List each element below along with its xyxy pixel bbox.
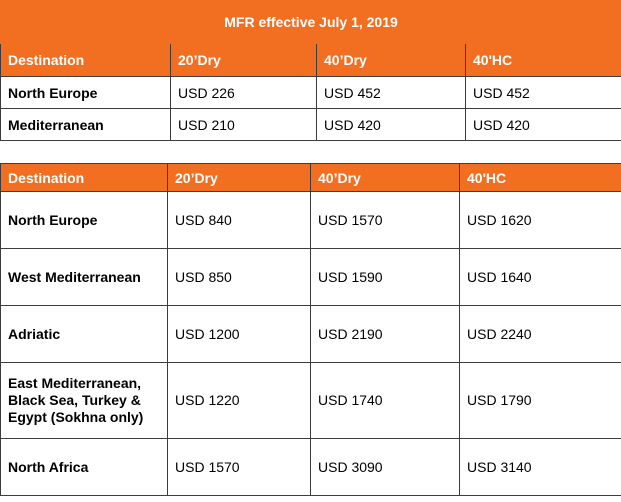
rate-cell: USD 840	[167, 191, 311, 249]
rate-cell: USD 1220	[167, 362, 311, 439]
table-row: North Europe USD 226 USD 452 USD 452	[0, 76, 621, 109]
rate-cell: USD 1570	[310, 191, 460, 249]
destination-cell: West Mediterranean	[0, 248, 168, 306]
destination-rates-table: Destination 20’Dry 40’Dry 40'HC North Eu…	[0, 163, 621, 496]
rate-cell: USD 1590	[310, 248, 460, 306]
mfr-rates-table: MFR effective July 1, 2019 Destination 2…	[0, 0, 621, 141]
column-header-40-dry: 40’Dry	[316, 43, 466, 77]
rate-cell: USD 2190	[310, 305, 460, 363]
destination-cell: North Africa	[0, 438, 168, 496]
rate-cell: USD 1570	[167, 438, 311, 496]
column-header-destination: Destination	[0, 163, 168, 192]
rate-cell: USD 1740	[310, 362, 460, 439]
column-header-40-hc: 40'HC	[464, 43, 621, 77]
column-header-destination: Destination	[0, 43, 171, 77]
rate-cell: USD 3090	[310, 438, 460, 496]
rate-cell: USD 1200	[167, 305, 311, 363]
table-title: MFR effective July 1, 2019	[0, 0, 621, 44]
table-row: Adriatic USD 1200 USD 2190 USD 2240	[0, 305, 621, 363]
column-header-20-dry: 20’Dry	[170, 43, 317, 77]
rate-cell: USD 1640	[459, 248, 621, 306]
column-header-20-dry: 20’Dry	[167, 163, 311, 192]
column-header-40-hc: 40'HC	[459, 163, 621, 192]
header-row: Destination 20’Dry 40’Dry 40'HC	[0, 163, 621, 192]
destination-cell: North Europe	[0, 76, 171, 109]
destination-cell: Adriatic	[0, 305, 168, 363]
column-header-40-dry: 40’Dry	[310, 163, 460, 192]
table-row: Mediterranean USD 210 USD 420 USD 420	[0, 108, 621, 141]
rate-cell: USD 1790	[459, 362, 621, 439]
rate-cell: USD 420	[464, 108, 621, 141]
table-title-row: MFR effective July 1, 2019	[0, 0, 621, 44]
rate-cell: USD 210	[170, 108, 317, 141]
table-row: West Mediterranean USD 850 USD 1590 USD …	[0, 248, 621, 306]
table-row: North Europe USD 840 USD 1570 USD 1620	[0, 191, 621, 249]
rate-cell: USD 226	[170, 76, 317, 109]
destination-cell: Mediterranean	[0, 108, 171, 141]
rate-cell: USD 452	[464, 76, 621, 109]
destination-cell: North Europe	[0, 191, 168, 249]
table-row: North Africa USD 1570 USD 3090 USD 3140	[0, 438, 621, 496]
rate-cell: USD 850	[167, 248, 311, 306]
rate-cell: USD 452	[316, 76, 466, 109]
table-row: East Mediterranean, Black Sea, Turkey & …	[0, 362, 621, 439]
header-row: Destination 20’Dry 40’Dry 40'HC	[0, 43, 621, 77]
destination-cell: East Mediterranean, Black Sea, Turkey & …	[0, 362, 168, 439]
rate-cell: USD 2240	[459, 305, 621, 363]
rate-cell: USD 1620	[459, 191, 621, 249]
rate-cell: USD 3140	[459, 438, 621, 496]
rate-cell: USD 420	[316, 108, 466, 141]
